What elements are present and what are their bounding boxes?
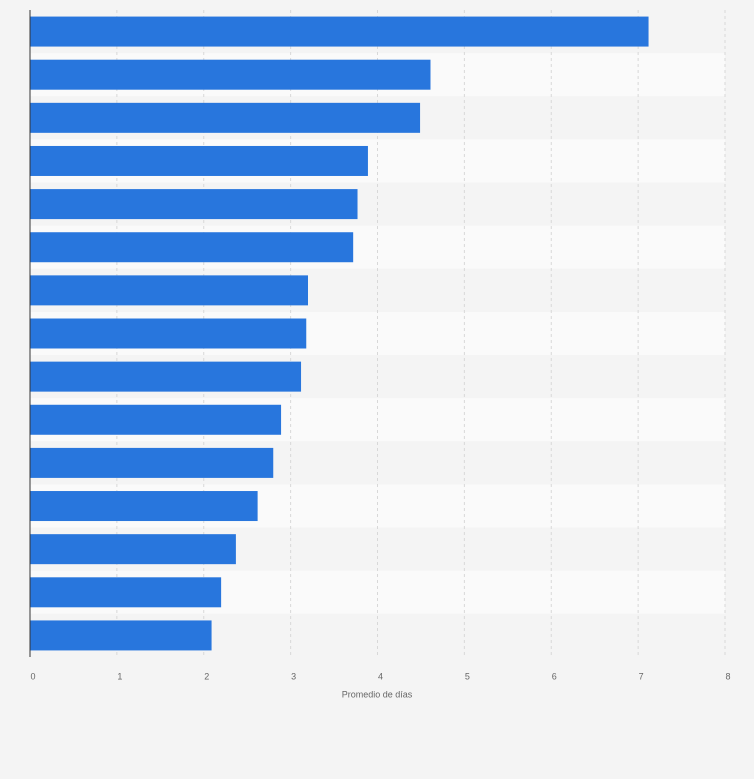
bar bbox=[30, 491, 258, 522]
bar bbox=[30, 59, 431, 90]
bar bbox=[30, 577, 222, 608]
bar bbox=[30, 447, 274, 478]
x-tick-label: 2 bbox=[204, 671, 209, 681]
bar bbox=[30, 189, 358, 220]
bar bbox=[30, 404, 282, 435]
x-tick-label: 0 bbox=[30, 671, 35, 681]
bar bbox=[30, 102, 421, 133]
x-tick-label: 5 bbox=[465, 671, 470, 681]
bar bbox=[30, 275, 308, 306]
bar bbox=[30, 145, 368, 176]
x-tick-label: 1 bbox=[117, 671, 122, 681]
bar bbox=[30, 534, 236, 565]
x-tick-label: 7 bbox=[639, 671, 644, 681]
bar bbox=[30, 361, 302, 392]
bar bbox=[30, 16, 649, 47]
x-tick-label: 6 bbox=[552, 671, 557, 681]
x-tick-label: 4 bbox=[378, 671, 383, 681]
x-tick-label: 3 bbox=[291, 671, 296, 681]
x-tick-label: 8 bbox=[725, 671, 730, 681]
bar bbox=[30, 620, 212, 651]
bar bbox=[30, 232, 354, 263]
bar bbox=[30, 318, 307, 349]
x-axis-label: Promedio de días bbox=[342, 689, 413, 699]
